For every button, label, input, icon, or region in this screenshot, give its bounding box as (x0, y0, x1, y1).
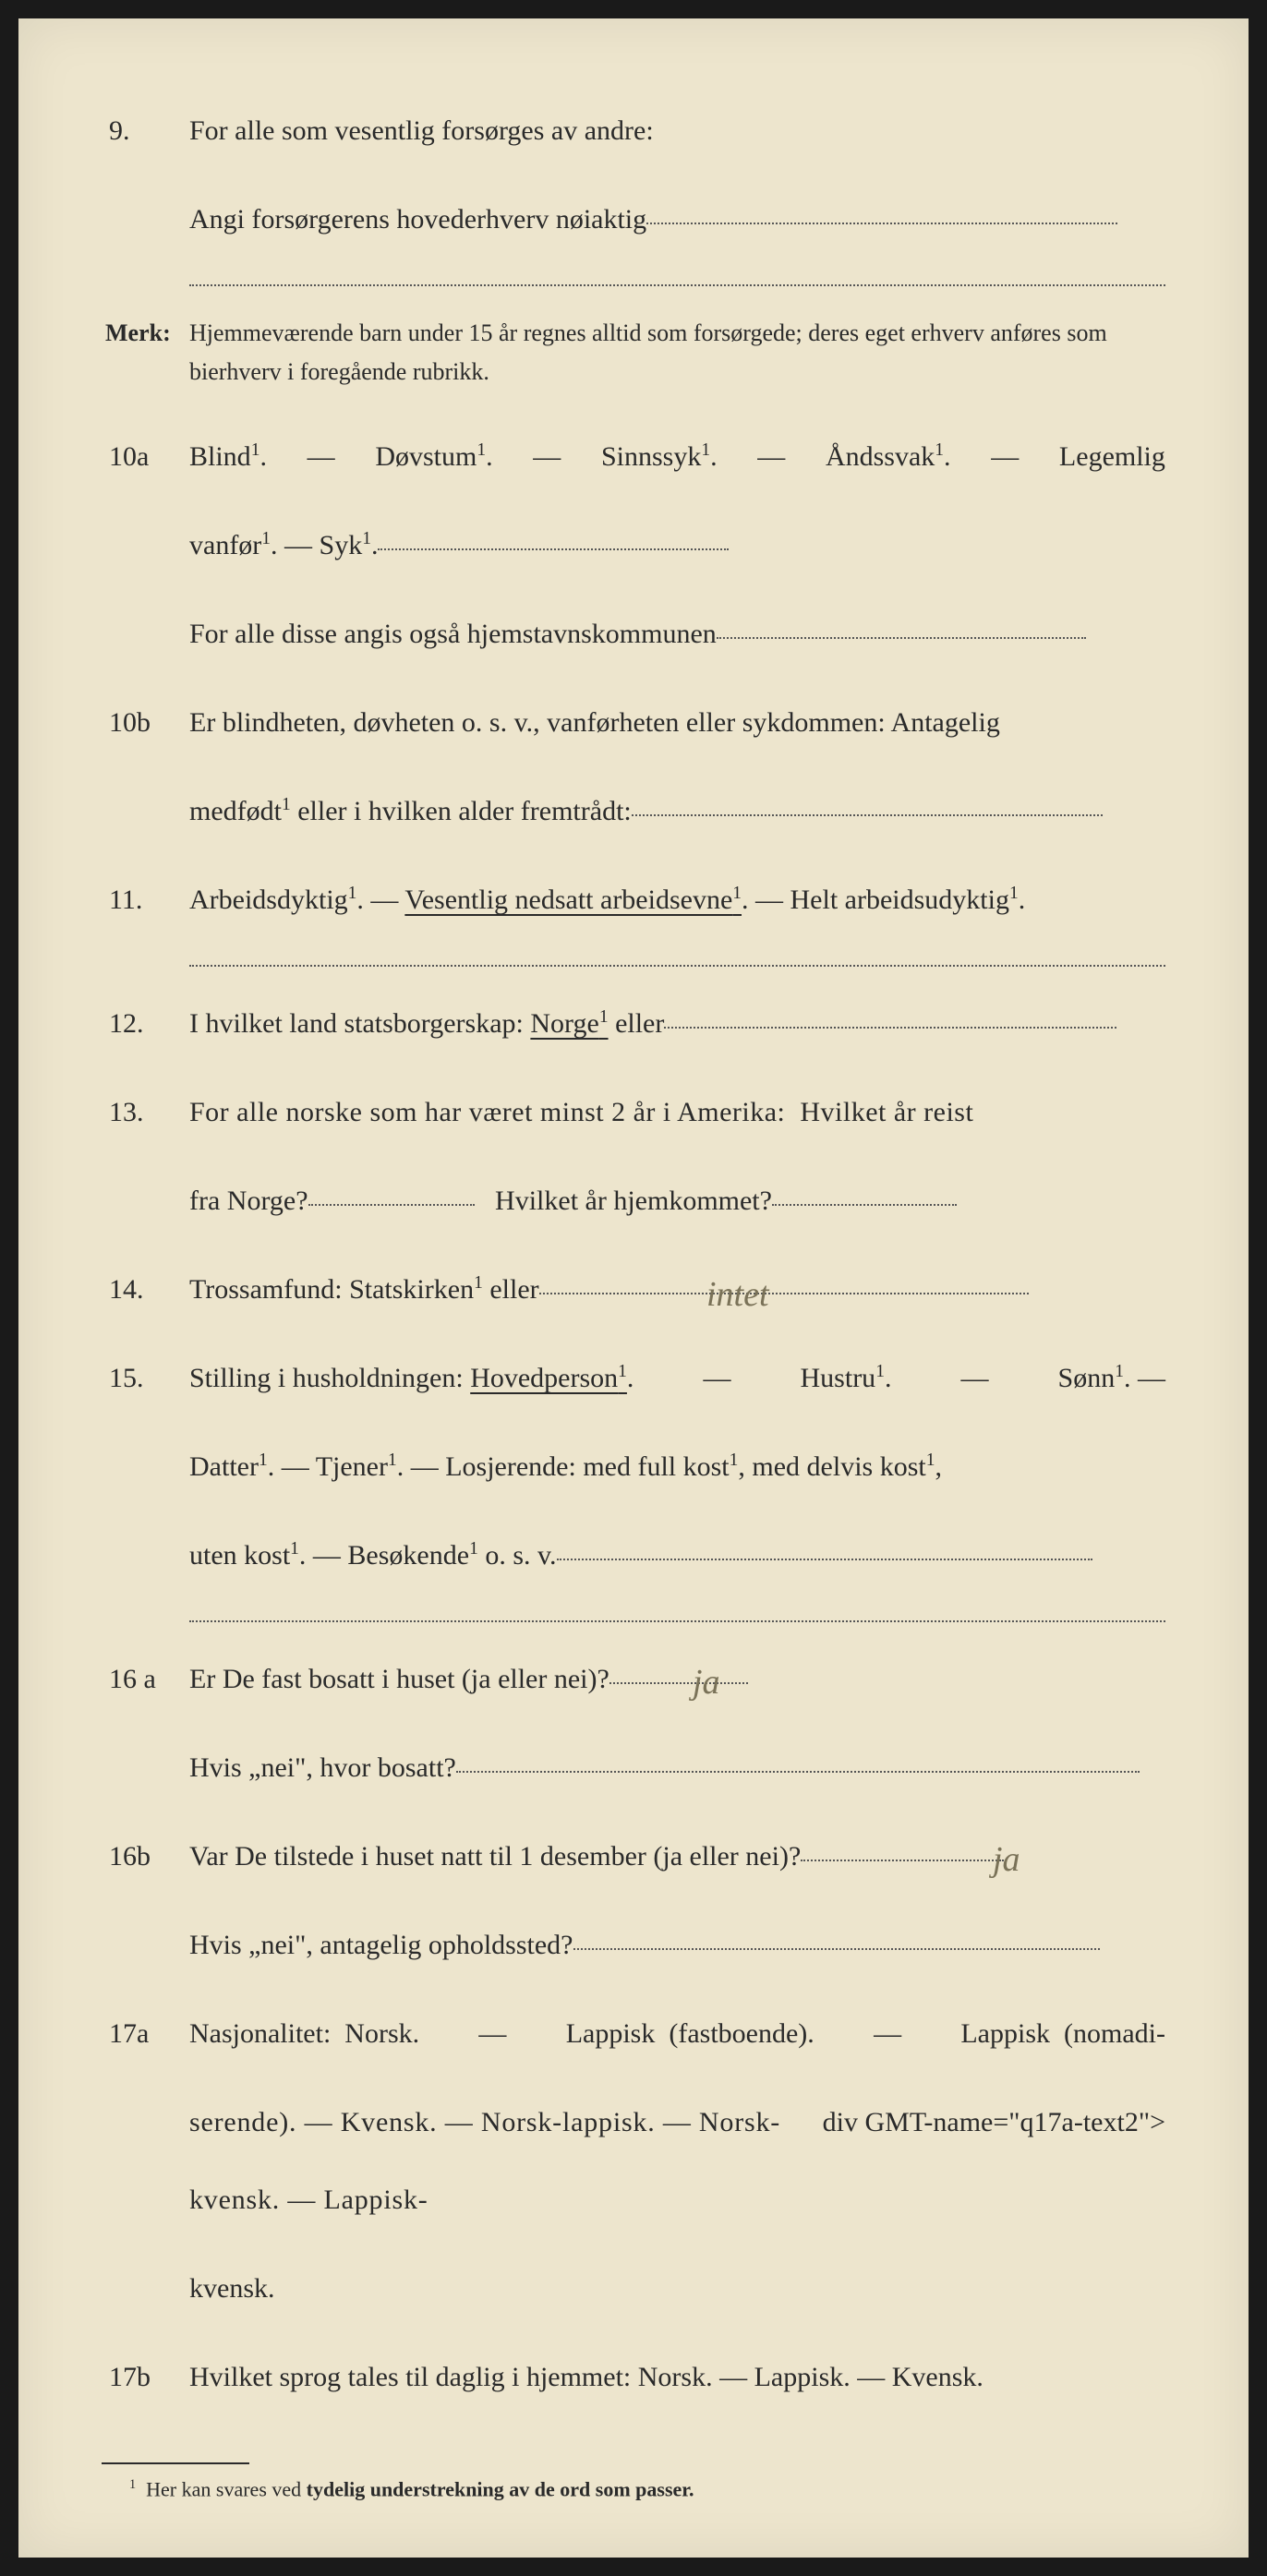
q11-number: 11. (102, 861, 189, 939)
q11-line1: 11. Arbeidsdyktig1. — Vesentlig nedsatt … (102, 861, 1165, 939)
fill-line (456, 1771, 1140, 1773)
q15-number: 15. (102, 1340, 189, 1417)
fill-line (801, 1860, 1004, 1861)
q16a-number: 16 a (102, 1641, 189, 1718)
q13-number: 13. (102, 1074, 189, 1151)
q10a-number: 10a (102, 418, 189, 496)
q17a-text3: kvensk. (189, 2250, 1165, 2328)
fill-line-full (189, 284, 1165, 286)
q14-handwritten: intet (706, 1246, 769, 1343)
q17a-number: 17a (102, 1995, 189, 2073)
q12: 12. I hvilket land statsborgerskap: Norg… (102, 985, 1165, 1063)
q16a-handwritten: ja (693, 1633, 720, 1731)
q16b-line2: Hvis „nei", antagelig opholdssted? (102, 1907, 1165, 1984)
fill-line (772, 1204, 957, 1206)
q14: 14. Trossamfund: Statskirken1 eller inte… (102, 1251, 1165, 1329)
q12-number: 12. (102, 985, 189, 1063)
q9-text1: For alle som vesentlig forsørges av andr… (189, 92, 1165, 170)
q10b-text1: Er blindheten, døvheten o. s. v., vanfør… (189, 684, 1165, 762)
fill-line (609, 1682, 748, 1684)
q9-number: 9. (102, 92, 189, 170)
q17a-line2: serende). — Kvensk. — Norsk-lappisk. — N… (102, 2084, 1165, 2239)
q17a-line1: 17a Nasjonalitet: Norsk.— Lappisk (fastb… (102, 1995, 1165, 2073)
fill-line (539, 1293, 1029, 1294)
q14-number: 14. (102, 1251, 189, 1329)
q15-underlined: Hovedperson1 (470, 1363, 627, 1393)
q10a-line2: vanfør1. — Syk1. (102, 507, 1165, 584)
fill-line (573, 1948, 1100, 1950)
q17b: 17b Hvilket sprog tales til daglig i hje… (102, 2339, 1165, 2416)
fill-line (664, 1027, 1116, 1029)
q17b-number: 17b (102, 2339, 189, 2416)
q13-line2: fra Norge? Hvilket år hjemkommet? (102, 1162, 1165, 1240)
q16b-number: 16b (102, 1818, 189, 1896)
q16a-line2: Hvis „nei", hvor bosatt? (102, 1729, 1165, 1807)
footnote: 1 Her kan svares ved tydelig understrekn… (102, 2477, 1165, 2501)
q10b-line2: medfødt1 eller i hvilken alder fremtrådt… (102, 773, 1165, 850)
fill-line (646, 223, 1117, 224)
q9-line1: 9. For alle som vesentlig forsørges av a… (102, 92, 1165, 170)
footnote-rule (102, 2462, 249, 2464)
census-form-page: 9. For alle som vesentlig forsørges av a… (18, 18, 1249, 2558)
q15-line3: uten kost1. — Besøkende1 o. s. v. (102, 1517, 1165, 1595)
q16a-line1: 16 a Er De fast bosatt i huset (ja eller… (102, 1641, 1165, 1718)
fill-line (557, 1559, 1092, 1560)
q16b-handwritten: ja (993, 1811, 1020, 1908)
q10a-line3: For alle disse angis også hjemstavnskomm… (102, 596, 1165, 673)
merk-text: Hjemmeværende barn under 15 år regnes al… (189, 314, 1165, 391)
q16b-line1: 16b Var De tilstede i huset natt til 1 d… (102, 1818, 1165, 1896)
fill-line-full (189, 965, 1165, 967)
fill-line-full (189, 1620, 1165, 1622)
fill-line (632, 814, 1103, 816)
q13-line1: 13. For alle norske som har været minst … (102, 1074, 1165, 1151)
fill-line (378, 548, 729, 550)
q15-line1: 15. Stilling i husholdningen: Hovedperso… (102, 1340, 1165, 1417)
fill-line (717, 637, 1086, 639)
q17b-text: Hvilket sprog tales til daglig i hjemmet… (189, 2339, 1165, 2416)
q10b-number: 10b (102, 684, 189, 762)
q15-line2: Datter1. — Tjener1. — Losjerende: med fu… (102, 1428, 1165, 1506)
q17a-line3: kvensk. (102, 2250, 1165, 2328)
q9-text2: Angi forsørgerens hovederhverv nøiaktig (189, 204, 646, 235)
merk-label: Merk: (102, 314, 189, 353)
q10a-line1: 10a Blind1. — Døvstum1. — Sinnssyk1. — Å… (102, 418, 1165, 496)
q10b-line1: 10b Er blindheten, døvheten o. s. v., va… (102, 684, 1165, 762)
q17a-text2: serende). — Kvensk. — Norsk-lappisk. — N… (189, 2084, 823, 2239)
fill-line (308, 1204, 475, 1206)
q9-line2: Angi forsørgerens hovederhverv nøiaktig (102, 181, 1165, 259)
q12-underlined: Norge1 (530, 1008, 608, 1039)
q13-text1: For alle norske som har været minst 2 år… (189, 1074, 1165, 1151)
q11-underlined: Vesentlig nedsatt arbeidsevne1 (404, 885, 742, 915)
merk-row: Merk: Hjemmeværende barn under 15 år reg… (102, 314, 1165, 391)
